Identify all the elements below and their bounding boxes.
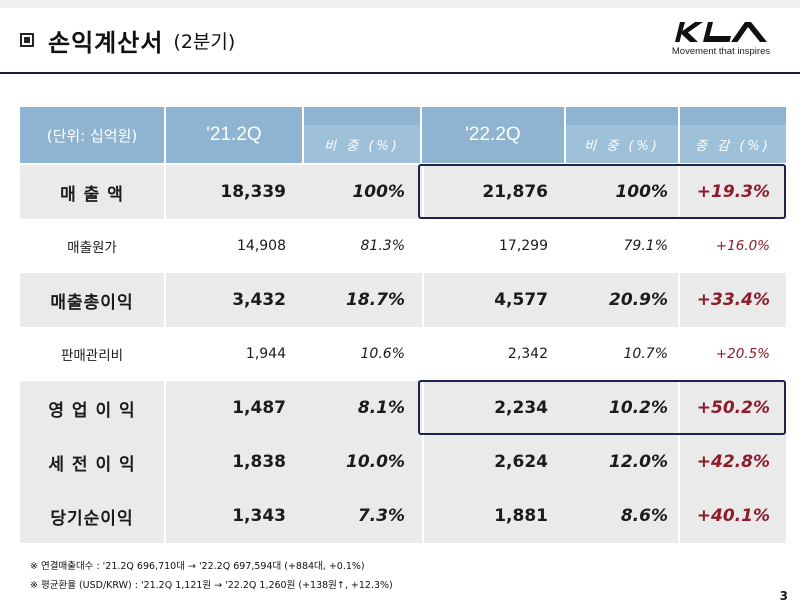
row-label: 매출원가 <box>67 240 117 256</box>
highlight-box-revenue <box>418 164 786 219</box>
curr-ratio: 12.0% <box>609 452 668 472</box>
row-label: 매출총이익 <box>50 292 134 313</box>
change-value: +16.0% <box>715 238 770 254</box>
curr-ratio-header: 비 중 (%) <box>566 125 678 163</box>
curr-ratio: 79.1% <box>623 238 668 254</box>
curr-value: 4,577 <box>494 290 548 310</box>
prev-value: 1,343 <box>232 506 286 526</box>
change-label: 증 감 (%) <box>695 138 771 154</box>
column-divider <box>422 165 424 543</box>
prev-ratio-label: 비 중 (%) <box>324 138 400 154</box>
change-value: +50.2% <box>696 398 770 418</box>
row-label: 판매관리비 <box>60 348 124 364</box>
curr-quarter-header: '22.2Q <box>422 107 564 163</box>
unit-header: (단위: 십억원) <box>20 107 164 163</box>
title-divider <box>0 72 800 74</box>
change-value: +20.5% <box>715 346 770 362</box>
curr-value: 1,881 <box>494 506 548 526</box>
footnotes: ※ 연결매출대수 : '21.2Q 696,710대 → '22.2Q 697,… <box>30 557 393 595</box>
brand-block: Movement that inspires <box>660 20 782 57</box>
prev-quarter-label: '21.2Q <box>206 124 262 145</box>
prev-ratio: 10.0% <box>346 452 405 472</box>
page-title: 손익계산서 <box>48 28 164 57</box>
title-area: 손익계산서 (2분기) <box>20 22 235 58</box>
curr-value: 2,624 <box>494 452 548 472</box>
curr-value: 21,876 <box>482 182 548 202</box>
top-band <box>0 0 800 8</box>
header-top-band <box>304 107 420 125</box>
footnote-sales-volume: ※ 연결매출대수 : '21.2Q 696,710대 → '22.2Q 697,… <box>30 561 365 572</box>
change-header: 증 감 (%) <box>680 125 786 163</box>
column-divider <box>164 165 166 543</box>
change-value: +33.4% <box>696 290 770 310</box>
table-row: 매출원가 14,908 81.3% 17,299 79.1% +16.0% <box>20 219 786 273</box>
footnote-exchange-rate: ※ 평균환율 (USD/KRW) : '21.2Q 1,121원 → '22.2… <box>30 580 393 591</box>
change-value: +40.1% <box>696 506 770 526</box>
table-row: 매 출 액 18,339 100% 21,876 100% +19.3% <box>20 165 786 219</box>
prev-value: 1,487 <box>232 398 286 418</box>
row-label: 매 출 액 <box>60 184 124 205</box>
row-label: 세 전 이 익 <box>48 454 136 475</box>
page-subtitle: (2분기) <box>173 30 236 53</box>
prev-value: 1,944 <box>245 346 286 362</box>
prev-ratio: 10.6% <box>360 346 405 362</box>
prev-value: 1,838 <box>232 452 286 472</box>
prev-value: 18,339 <box>220 182 286 202</box>
curr-value: 2,234 <box>494 398 548 418</box>
curr-value: 17,299 <box>499 238 548 254</box>
table-row: 세 전 이 익 1,838 10.0% 2,624 12.0% +42.8% <box>20 435 786 489</box>
kia-logo <box>675 22 767 42</box>
curr-ratio: 10.7% <box>623 346 668 362</box>
prev-ratio: 81.3% <box>360 238 405 254</box>
prev-ratio-header: 비 중 (%) <box>304 125 420 163</box>
column-divider <box>678 165 680 543</box>
prev-ratio: 100% <box>352 182 405 202</box>
unit-label: (단위: 십억원) <box>46 126 138 145</box>
table-row: 매출총이익 3,432 18.7% 4,577 20.9% +33.4% <box>20 273 786 327</box>
prev-ratio: 8.1% <box>357 398 405 418</box>
prev-quarter-header: '21.2Q <box>166 107 302 163</box>
header-top-band <box>566 107 678 125</box>
brand-tagline: Movement that inspires <box>671 46 771 57</box>
row-label: 당기순이익 <box>50 508 134 529</box>
change-value: +19.3% <box>696 182 770 202</box>
change-value: +42.8% <box>696 452 770 472</box>
row-label: 영 업 이 익 <box>48 400 136 421</box>
prev-value: 14,908 <box>237 238 286 254</box>
square-bullet-icon <box>20 33 34 47</box>
highlight-box-operating-profit <box>418 380 786 435</box>
curr-ratio-label: 비 중 (%) <box>584 138 660 154</box>
curr-ratio: 100% <box>615 182 668 202</box>
page-number: 3 <box>779 589 788 603</box>
prev-ratio: 7.3% <box>357 506 405 526</box>
curr-ratio: 10.2% <box>609 398 668 418</box>
table-row: 당기순이익 1,343 7.3% 1,881 8.6% +40.1% <box>20 489 786 543</box>
curr-ratio: 20.9% <box>609 290 668 310</box>
header-top-band <box>680 107 786 125</box>
prev-value: 3,432 <box>232 290 286 310</box>
table-row: 영 업 이 익 1,487 8.1% 2,234 10.2% +50.2% <box>20 381 786 435</box>
prev-ratio: 18.7% <box>346 290 405 310</box>
table-row: 판매관리비 1,944 10.6% 2,342 10.7% +20.5% <box>20 327 786 381</box>
curr-quarter-label: '22.2Q <box>465 124 521 145</box>
curr-value: 2,342 <box>507 346 548 362</box>
curr-ratio: 8.6% <box>620 506 668 526</box>
